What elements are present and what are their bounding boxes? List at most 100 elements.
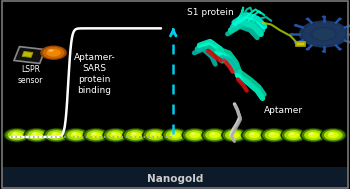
Circle shape bbox=[320, 128, 346, 142]
Circle shape bbox=[326, 40, 335, 45]
Circle shape bbox=[27, 130, 46, 140]
Circle shape bbox=[12, 132, 17, 135]
Circle shape bbox=[221, 128, 248, 142]
Circle shape bbox=[270, 132, 274, 135]
Circle shape bbox=[11, 132, 22, 138]
Circle shape bbox=[248, 132, 260, 138]
Circle shape bbox=[71, 132, 82, 138]
Circle shape bbox=[111, 132, 116, 135]
Circle shape bbox=[47, 130, 66, 140]
Circle shape bbox=[313, 28, 335, 40]
Circle shape bbox=[302, 129, 325, 141]
Circle shape bbox=[289, 33, 294, 35]
Circle shape bbox=[326, 23, 335, 28]
Circle shape bbox=[130, 132, 141, 138]
Circle shape bbox=[46, 49, 61, 57]
Circle shape bbox=[243, 129, 266, 141]
Circle shape bbox=[122, 128, 149, 142]
Circle shape bbox=[186, 130, 204, 140]
Circle shape bbox=[308, 132, 319, 138]
Circle shape bbox=[51, 132, 62, 138]
Circle shape bbox=[146, 130, 164, 140]
Text: Aptamer: Aptamer bbox=[264, 106, 303, 115]
Circle shape bbox=[332, 25, 341, 30]
Circle shape bbox=[181, 128, 208, 142]
Circle shape bbox=[294, 24, 298, 26]
Circle shape bbox=[241, 128, 267, 142]
Circle shape bbox=[162, 128, 188, 142]
Circle shape bbox=[294, 42, 298, 44]
Circle shape bbox=[201, 128, 228, 142]
Circle shape bbox=[131, 132, 136, 135]
Circle shape bbox=[223, 129, 246, 141]
Circle shape bbox=[166, 130, 184, 140]
Circle shape bbox=[124, 129, 147, 141]
Circle shape bbox=[7, 130, 26, 140]
Circle shape bbox=[322, 129, 345, 141]
Circle shape bbox=[262, 129, 286, 141]
Circle shape bbox=[91, 132, 96, 135]
Circle shape bbox=[63, 128, 89, 142]
Bar bbox=[2, 167, 348, 189]
Circle shape bbox=[306, 18, 310, 20]
Circle shape bbox=[299, 21, 348, 47]
Circle shape bbox=[250, 132, 254, 135]
Circle shape bbox=[282, 129, 305, 141]
Circle shape bbox=[110, 132, 121, 138]
Circle shape bbox=[307, 38, 316, 43]
Circle shape bbox=[144, 129, 167, 141]
Circle shape bbox=[319, 41, 328, 46]
Circle shape bbox=[225, 130, 244, 140]
Circle shape bbox=[126, 130, 145, 140]
Circle shape bbox=[169, 132, 181, 138]
Circle shape bbox=[102, 128, 129, 142]
Circle shape bbox=[43, 47, 64, 59]
Circle shape bbox=[336, 28, 344, 33]
Circle shape bbox=[23, 128, 50, 142]
Circle shape bbox=[288, 132, 299, 138]
Circle shape bbox=[189, 132, 200, 138]
Circle shape bbox=[337, 32, 346, 36]
Text: S1 protein: S1 protein bbox=[187, 8, 234, 17]
Circle shape bbox=[106, 130, 125, 140]
Circle shape bbox=[151, 132, 156, 135]
Circle shape bbox=[304, 130, 323, 140]
Circle shape bbox=[302, 32, 310, 36]
Bar bbox=[14, 47, 45, 64]
Circle shape bbox=[83, 128, 109, 142]
Circle shape bbox=[205, 130, 224, 140]
Circle shape bbox=[45, 129, 68, 141]
Circle shape bbox=[280, 128, 307, 142]
Circle shape bbox=[203, 129, 226, 141]
Circle shape bbox=[190, 132, 195, 135]
Circle shape bbox=[48, 49, 54, 52]
Circle shape bbox=[163, 129, 187, 141]
Circle shape bbox=[329, 132, 334, 135]
Circle shape bbox=[142, 128, 169, 142]
Circle shape bbox=[322, 50, 326, 53]
Circle shape bbox=[319, 22, 328, 27]
Circle shape bbox=[31, 132, 42, 138]
Circle shape bbox=[245, 130, 264, 140]
Circle shape bbox=[229, 132, 240, 138]
Circle shape bbox=[268, 132, 279, 138]
Circle shape bbox=[289, 132, 294, 135]
Circle shape bbox=[328, 132, 339, 138]
Circle shape bbox=[210, 132, 215, 135]
Circle shape bbox=[5, 129, 28, 141]
Circle shape bbox=[90, 132, 101, 138]
Circle shape bbox=[104, 129, 127, 141]
Circle shape bbox=[209, 132, 220, 138]
Circle shape bbox=[265, 130, 283, 140]
Circle shape bbox=[4, 128, 30, 142]
Circle shape bbox=[260, 128, 287, 142]
Circle shape bbox=[306, 48, 310, 50]
Bar bbox=[296, 42, 304, 46]
Circle shape bbox=[303, 28, 312, 33]
Circle shape bbox=[303, 35, 312, 40]
Circle shape bbox=[150, 132, 161, 138]
Circle shape bbox=[25, 129, 48, 141]
Circle shape bbox=[64, 129, 88, 141]
Circle shape bbox=[40, 46, 67, 60]
Bar bbox=[22, 51, 33, 57]
